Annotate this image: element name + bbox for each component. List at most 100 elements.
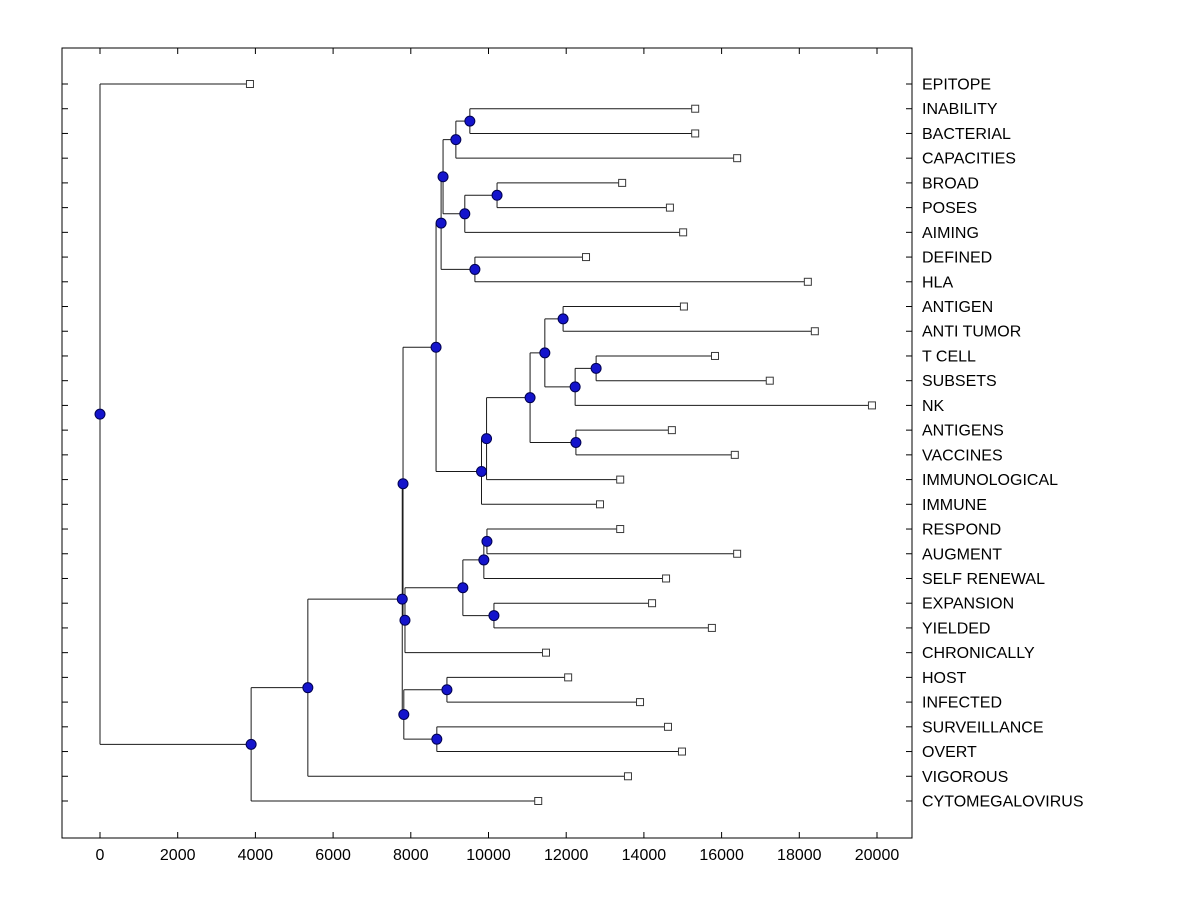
internal-node-marker xyxy=(397,478,409,490)
x-tick-label: 16000 xyxy=(699,847,744,864)
internal-node-marker xyxy=(450,134,462,146)
leaf-label: OVERT xyxy=(922,744,977,761)
internal-node-marker xyxy=(441,684,453,696)
leaf-marker xyxy=(733,549,742,558)
leaf-marker xyxy=(679,228,688,237)
leaf-marker xyxy=(677,747,686,756)
x-tick-label: 0 xyxy=(96,847,105,864)
internal-node-marker xyxy=(398,708,410,720)
leaf-marker xyxy=(707,623,716,632)
leaf-label: EXPANSION xyxy=(922,596,1014,613)
leaf-label: INABILITY xyxy=(922,101,998,118)
internal-node-marker xyxy=(469,263,481,275)
axes-box xyxy=(61,47,913,839)
leaf-label: IMMUNOLOGICAL xyxy=(922,472,1058,489)
leaf-label: DEFINED xyxy=(922,250,992,267)
internal-node-marker xyxy=(396,593,408,605)
x-tick-label: 2000 xyxy=(160,847,196,864)
leaf-label: POSES xyxy=(922,200,977,217)
leaf-marker xyxy=(618,178,627,187)
leaf-label: ANTIGENS xyxy=(922,423,1004,440)
leaf-marker xyxy=(803,277,812,286)
internal-node-marker xyxy=(481,535,493,547)
leaf-label: SURVEILLANCE xyxy=(922,719,1044,736)
leaf-marker xyxy=(616,475,625,484)
internal-node-marker xyxy=(481,433,493,445)
leaf-marker xyxy=(691,104,700,113)
leaf-marker xyxy=(730,450,739,459)
leaf-marker xyxy=(595,500,604,509)
leaf-marker xyxy=(810,327,819,336)
internal-node-marker xyxy=(302,682,314,694)
leaf-label: HOST xyxy=(922,670,967,687)
internal-node-marker xyxy=(459,208,471,220)
leaf-marker xyxy=(710,351,719,360)
internal-node-marker xyxy=(435,217,447,229)
leaf-marker xyxy=(623,772,632,781)
leaf-marker xyxy=(564,673,573,682)
leaf-marker xyxy=(665,203,674,212)
leaf-label: RESPOND xyxy=(922,522,1001,539)
leaf-marker xyxy=(867,401,876,410)
leaf-marker xyxy=(667,426,676,435)
leaf-marker xyxy=(733,154,742,163)
x-tick-label: 12000 xyxy=(544,847,589,864)
leaf-label: SELF RENEWAL xyxy=(922,571,1045,588)
leaf-label: ANTI TUMOR xyxy=(922,324,1021,341)
leaf-label: CHRONICALLY xyxy=(922,645,1035,662)
internal-node-marker xyxy=(430,341,442,353)
leaf-marker xyxy=(636,698,645,707)
internal-node-marker xyxy=(539,347,551,359)
leaf-label: BROAD xyxy=(922,175,979,192)
internal-node-marker xyxy=(464,115,476,127)
internal-node-marker xyxy=(399,614,411,626)
internal-node-marker xyxy=(557,313,569,325)
leaf-marker xyxy=(662,574,671,583)
internal-node-marker xyxy=(457,582,469,594)
leaf-label: AUGMENT xyxy=(922,546,1002,563)
x-tick-label: 10000 xyxy=(466,847,511,864)
internal-node-marker xyxy=(431,733,443,745)
leaf-label: CAPACITIES xyxy=(922,151,1016,168)
x-tick-label: 14000 xyxy=(622,847,667,864)
leaf-label: IMMUNE xyxy=(922,497,987,514)
leaf-marker xyxy=(541,648,550,657)
x-tick-label: 6000 xyxy=(315,847,351,864)
root-node-marker xyxy=(94,408,106,420)
leaf-label: HLA xyxy=(922,274,953,291)
internal-node-marker xyxy=(437,171,449,183)
leaf-label: BACTERIAL xyxy=(922,126,1011,143)
internal-node-marker xyxy=(524,392,536,404)
leaf-label: NK xyxy=(922,398,945,415)
internal-node-marker xyxy=(590,362,602,374)
leaf-label: EPITOPE xyxy=(922,77,991,94)
leaf-marker xyxy=(663,722,672,731)
internal-node-marker xyxy=(570,436,582,448)
internal-node-marker xyxy=(245,738,257,750)
leaf-label: SUBSETS xyxy=(922,373,997,390)
x-tick-label: 8000 xyxy=(393,847,429,864)
leaf-label: AIMING xyxy=(922,225,979,242)
leaf-label: YIELDED xyxy=(922,620,990,637)
leaf-label: VACCINES xyxy=(922,447,1003,464)
internal-node-marker xyxy=(569,381,581,393)
leaf-marker xyxy=(691,129,700,138)
leaf-marker xyxy=(534,796,543,805)
leaf-label: CYTOMEGALOVIRUS xyxy=(922,793,1084,810)
internal-node-marker xyxy=(488,610,500,622)
leaf-marker xyxy=(765,376,774,385)
internal-node-marker xyxy=(491,189,503,201)
leaf-marker xyxy=(679,302,688,311)
leaf-marker xyxy=(582,253,591,262)
internal-node-marker xyxy=(478,554,490,566)
leaf-marker xyxy=(245,80,254,88)
x-tick-label: 20000 xyxy=(855,847,900,864)
x-tick-label: 18000 xyxy=(777,847,822,864)
leaf-marker xyxy=(648,599,657,608)
x-tick-label: 4000 xyxy=(238,847,274,864)
leaf-label: VIGOROUS xyxy=(922,769,1008,786)
leaf-label: INFECTED xyxy=(922,695,1002,712)
